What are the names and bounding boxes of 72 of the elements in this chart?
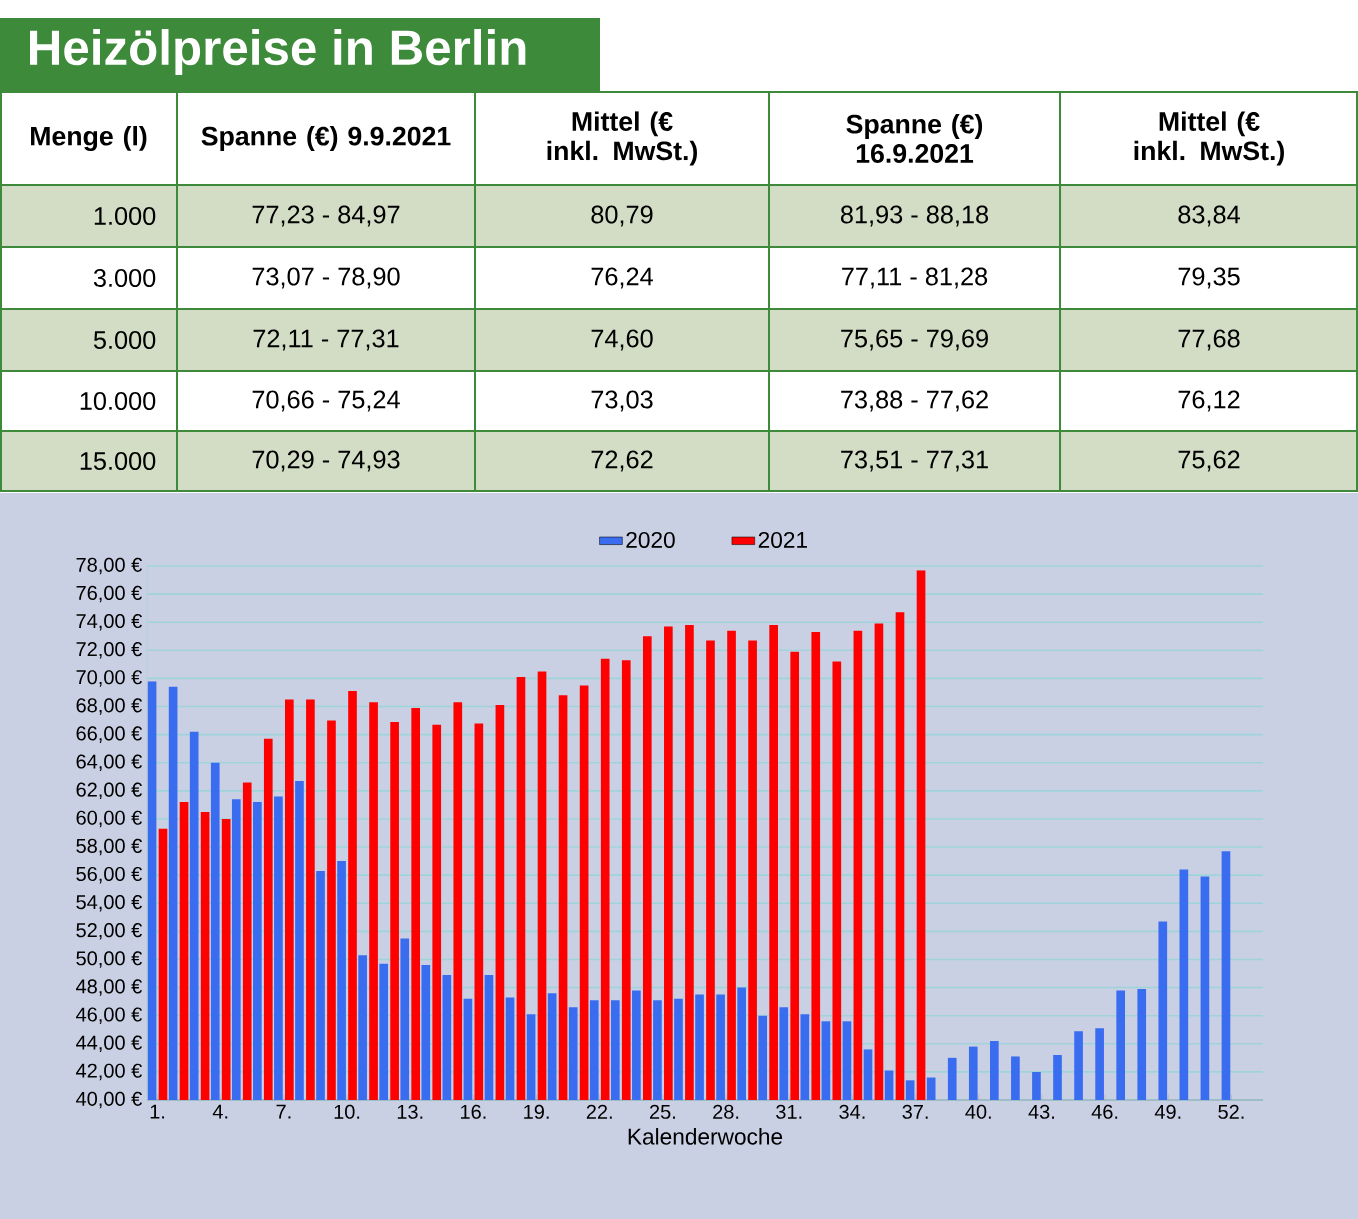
y-tick-label: 64,00 € (76, 754, 142, 771)
text: 77,68 (1178, 329, 1240, 351)
text: 76,12 (1178, 390, 1240, 412)
x-tick-label: 10. (334, 1104, 360, 1119)
y-tick-label: 58,00 € (76, 838, 142, 856)
y-tick-label: 54,00 € (76, 894, 142, 912)
text: Spanne (€) 9.9.2021 (201, 126, 451, 151)
text: 3.000 (93, 269, 156, 287)
x-tick-label: 40. (965, 1104, 991, 1119)
y-tick-label: 48,00 € (76, 979, 142, 996)
x-tick-label: 46. (1091, 1104, 1118, 1119)
x-tick-label: 22. (586, 1104, 612, 1119)
text: 77,11 - 81,28 (842, 267, 988, 289)
text: 83,84 (1178, 205, 1240, 227)
y-tick-label: 76,00 € (76, 585, 142, 603)
legend-label: 2020 (626, 531, 675, 548)
text: 1.000 (94, 207, 156, 225)
text: 75,62 (1178, 450, 1240, 472)
y-tick-label: 50,00 € (76, 951, 142, 968)
y-tick-label: 62,00 € (76, 782, 142, 800)
x-axis-title: Kalenderwoche (628, 1128, 783, 1145)
y-tick-label: 68,00 € (76, 698, 142, 715)
x-tick-label: 4. (212, 1104, 228, 1119)
y-tick-label: 78,00 € (76, 557, 142, 575)
x-tick-label: 7. (276, 1104, 291, 1119)
text: 73,88 - 77,62 (841, 390, 988, 412)
text: 80,79 (591, 205, 653, 227)
text: 70,66 - 75,24 (252, 390, 400, 412)
x-tick-label: 34. (839, 1104, 865, 1119)
y-tick-label: 46,00 € (76, 1007, 142, 1024)
text: Spanne (€) 16.9.2021 (846, 114, 983, 163)
x-tick-label: 37. (902, 1104, 928, 1119)
text: 5.000 (93, 331, 156, 349)
x-tick-label: 25. (650, 1104, 675, 1119)
x-tick-label: 19. (524, 1104, 549, 1119)
x-tick-label: 28. (713, 1104, 739, 1119)
text: 81,93 - 88,18 (840, 205, 989, 227)
text: 73,51 - 77,31 (841, 450, 988, 472)
x-tick-label: 52. (1218, 1104, 1244, 1119)
legend-label: 2021 (758, 531, 807, 548)
text: 72,11 - 77,31 (253, 329, 399, 351)
text: Mittel (€ inkl. MwSt.) (547, 111, 697, 166)
text: 79,35 (1178, 267, 1240, 289)
y-tick-label: 44,00 € (76, 1035, 142, 1053)
y-tick-label: 72,00 € (76, 642, 142, 659)
y-tick-label: 60,00 € (76, 810, 142, 828)
text: Heizölpreise in Berlin (30, 29, 526, 75)
text: 76,24 (591, 267, 653, 289)
x-tick-label: 49. (1154, 1104, 1181, 1119)
y-tick-label: 74,00 € (76, 613, 142, 631)
text: 10.000 (80, 392, 156, 410)
text: 73,03 (591, 390, 653, 412)
x-tick-label: 43. (1028, 1104, 1054, 1119)
text: 70,29 - 74,93 (252, 450, 400, 472)
text: 74,60 (591, 329, 653, 351)
text: 72,62 (591, 450, 653, 472)
y-tick-label: 70,00 € (76, 670, 142, 687)
y-tick-label: 56,00 € (76, 866, 142, 884)
text: 15.000 (80, 452, 156, 470)
y-tick-label: 40,00 € (76, 1091, 142, 1109)
text: 73,07 - 78,90 (252, 267, 400, 289)
y-tick-label: 42,00 € (76, 1063, 142, 1081)
text: Mittel (€ inkl. MwSt.) (1134, 111, 1284, 166)
y-tick-label: 66,00 € (76, 726, 142, 743)
x-tick-label: 16. (461, 1104, 486, 1119)
text: Menge (l) (31, 125, 147, 151)
text: 77,23 - 84,97 (252, 205, 400, 227)
y-tick-label: 52,00 € (76, 923, 142, 940)
text: 75,65 - 79,69 (841, 329, 988, 351)
x-tick-label: 31. (776, 1104, 802, 1119)
x-tick-label: 1. (150, 1104, 165, 1119)
x-tick-label: 13. (397, 1104, 423, 1119)
